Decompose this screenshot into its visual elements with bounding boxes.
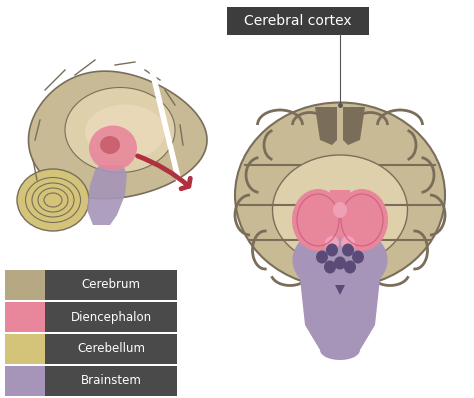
Ellipse shape: [320, 340, 360, 360]
Ellipse shape: [89, 125, 137, 170]
Ellipse shape: [352, 250, 364, 263]
Ellipse shape: [85, 105, 165, 160]
FancyBboxPatch shape: [45, 366, 177, 396]
Ellipse shape: [325, 236, 339, 250]
Polygon shape: [343, 107, 365, 145]
Ellipse shape: [341, 236, 355, 250]
Polygon shape: [335, 285, 345, 295]
Text: Cerebrum: Cerebrum: [82, 279, 140, 291]
Ellipse shape: [292, 225, 388, 295]
Ellipse shape: [342, 244, 354, 256]
Text: Brainstem: Brainstem: [81, 375, 141, 388]
FancyBboxPatch shape: [45, 334, 177, 364]
FancyBboxPatch shape: [45, 302, 177, 332]
Ellipse shape: [334, 256, 346, 269]
Ellipse shape: [100, 136, 120, 154]
Ellipse shape: [316, 250, 328, 263]
Ellipse shape: [292, 189, 344, 251]
Ellipse shape: [333, 202, 347, 218]
Ellipse shape: [336, 189, 388, 251]
Polygon shape: [315, 107, 337, 145]
Text: Cerebral cortex: Cerebral cortex: [244, 14, 352, 28]
Text: Cerebellum: Cerebellum: [77, 343, 145, 355]
FancyBboxPatch shape: [330, 190, 350, 252]
Polygon shape: [298, 260, 382, 350]
FancyBboxPatch shape: [5, 302, 45, 332]
Ellipse shape: [326, 244, 338, 256]
Ellipse shape: [344, 261, 356, 273]
Polygon shape: [87, 165, 127, 225]
Ellipse shape: [65, 88, 175, 172]
FancyBboxPatch shape: [227, 7, 369, 35]
FancyBboxPatch shape: [45, 270, 177, 300]
Ellipse shape: [273, 155, 408, 265]
FancyBboxPatch shape: [5, 334, 45, 364]
FancyBboxPatch shape: [5, 366, 45, 396]
Ellipse shape: [324, 261, 336, 273]
Ellipse shape: [17, 169, 89, 231]
Ellipse shape: [235, 103, 445, 287]
Text: Diencephalon: Diencephalon: [71, 310, 152, 324]
Polygon shape: [28, 71, 207, 199]
FancyBboxPatch shape: [5, 270, 45, 300]
